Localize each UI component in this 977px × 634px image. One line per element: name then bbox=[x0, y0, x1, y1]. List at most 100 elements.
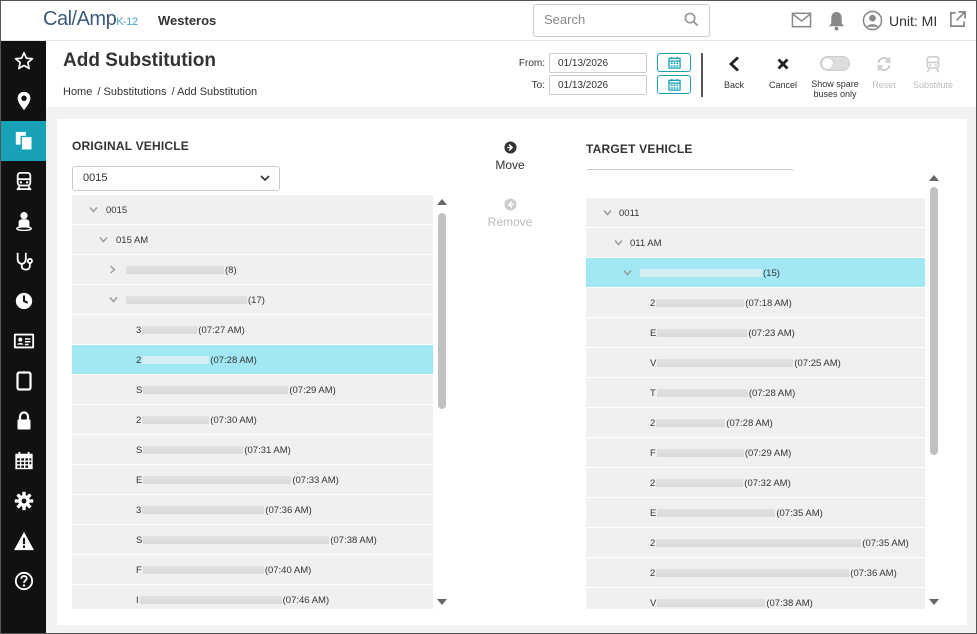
scroll-up-arrow-icon[interactable] bbox=[437, 199, 447, 205]
sidebar-item-health[interactable] bbox=[1, 241, 46, 281]
tree-node-stop-label: 2 (07:30 AM) bbox=[136, 415, 257, 426]
scroll-down-arrow-icon[interactable] bbox=[437, 599, 447, 605]
search-input[interactable] bbox=[544, 12, 684, 27]
to-calendar-button[interactable] bbox=[657, 75, 691, 94]
external-link-icon[interactable] bbox=[948, 10, 967, 32]
sidebar-item-alerts[interactable] bbox=[1, 521, 46, 561]
tree-node-stop[interactable]: 2 (07:32 AM) bbox=[586, 468, 925, 498]
lock-icon bbox=[17, 411, 30, 430]
tree-node-stop[interactable]: S (07:31 AM) bbox=[72, 435, 433, 465]
sidebar-item-favorites[interactable] bbox=[1, 41, 46, 81]
tree-node-stop[interactable]: 2 (07:18 AM) bbox=[586, 288, 925, 318]
tree-node-stop[interactable]: E (07:35 AM) bbox=[586, 498, 925, 528]
search-icon[interactable] bbox=[684, 12, 699, 30]
tree-node-stop[interactable]: 2 (07:30 AM) bbox=[72, 405, 433, 435]
target-tree-scrollbar[interactable] bbox=[926, 171, 940, 609]
tree-node-route[interactable]: (8) bbox=[72, 255, 433, 285]
tree-node-stop[interactable]: E (07:33 AM) bbox=[72, 465, 433, 495]
chevron-down-icon[interactable] bbox=[614, 238, 623, 249]
tree-node-route[interactable]: (15) bbox=[586, 258, 925, 288]
show-spare-buses-toggle[interactable]: Show spare buses only bbox=[806, 53, 864, 99]
toggle-switch[interactable] bbox=[820, 56, 850, 71]
reset-label: Reset bbox=[872, 80, 896, 90]
calamp-logo[interactable]: Cal/AmpK-12 bbox=[43, 8, 138, 31]
tree-node-stop[interactable]: T (07:28 AM) bbox=[586, 378, 925, 408]
back-button[interactable]: Back bbox=[716, 53, 752, 90]
scroll-up-arrow-icon[interactable] bbox=[929, 175, 939, 181]
redacted-text bbox=[142, 356, 210, 365]
logo-suffix: K-12 bbox=[116, 16, 138, 28]
sidebar-item-map[interactable] bbox=[1, 81, 46, 121]
tree-node-stop[interactable]: 3 (07:27 AM) bbox=[72, 315, 433, 345]
original-vehicle-tree: 0015 015 AM (8) (17) 3 (07:27 AM) 2 (07:28 AM) S… bbox=[72, 195, 448, 609]
tree-node-stop-text: (07:28 AM) bbox=[748, 388, 796, 399]
tree-node-stop[interactable]: S (07:38 AM) bbox=[72, 525, 433, 555]
tree-node-stop[interactable]: F (07:40 AM) bbox=[72, 555, 433, 585]
to-date-input[interactable] bbox=[549, 75, 647, 95]
breadcrumb-home[interactable]: Home bbox=[63, 86, 93, 98]
sidebar-item-vehicles[interactable] bbox=[1, 161, 46, 201]
sidebar-item-security[interactable] bbox=[1, 401, 46, 441]
original-vehicle-select[interactable]: 0015 bbox=[72, 166, 280, 191]
chevron-down-icon bbox=[260, 173, 270, 185]
tree-node-stop[interactable]: 2 (07:36 AM) bbox=[586, 558, 925, 588]
tree-node-stop-text: (07:23 AM) bbox=[748, 328, 795, 339]
move-button[interactable]: Move bbox=[482, 141, 538, 172]
unit-label[interactable]: Unit: MI bbox=[889, 13, 938, 29]
tree-node-stop[interactable]: 3 (07:36 AM) bbox=[72, 495, 433, 525]
chevron-down-icon[interactable] bbox=[109, 295, 118, 306]
tree-node-stop-text: (07:38 AM) bbox=[766, 598, 813, 609]
tree-node-stop[interactable]: V (07:25 AM) bbox=[586, 348, 925, 378]
from-date-input[interactable] bbox=[549, 53, 647, 73]
sidebar-item-devices[interactable] bbox=[1, 361, 46, 401]
sidebar-item-substitutions[interactable] bbox=[1, 121, 46, 161]
substitute-button[interactable]: Substitute bbox=[910, 53, 956, 90]
sidebar-item-calendar[interactable] bbox=[1, 441, 46, 481]
scrollbar-thumb[interactable] bbox=[930, 187, 938, 455]
tree-node-run[interactable]: 015 AM bbox=[72, 225, 433, 255]
tree-node-stop[interactable]: 2 (07:28 AM) bbox=[586, 408, 925, 438]
page-header: Add Substitution Home / Substitutions / … bbox=[46, 41, 976, 107]
sidebar-item-settings[interactable] bbox=[1, 481, 46, 521]
chevron-right-icon[interactable] bbox=[109, 265, 116, 277]
tree-node-stop[interactable]: E (07:23 AM) bbox=[586, 318, 925, 348]
sidebar-item-ids[interactable] bbox=[1, 321, 46, 361]
bell-icon[interactable] bbox=[827, 10, 846, 34]
tree-node-stop-text: (07:29 AM) bbox=[289, 385, 336, 396]
original-tree-scrollbar[interactable] bbox=[434, 195, 448, 609]
user-avatar-icon[interactable] bbox=[862, 10, 883, 34]
sidebar-item-help[interactable] bbox=[1, 561, 46, 601]
scroll-down-arrow-icon[interactable] bbox=[929, 599, 939, 605]
tree-node-stop-label: E (07:35 AM) bbox=[650, 508, 823, 519]
close-icon bbox=[777, 58, 789, 70]
tree-node-stop-label: F (07:29 AM) bbox=[650, 448, 791, 459]
sidebar-item-students[interactable] bbox=[1, 201, 46, 241]
chevron-down-icon[interactable] bbox=[623, 268, 632, 279]
breadcrumb-substitutions[interactable]: / Substitutions bbox=[97, 86, 167, 98]
tree-node-stop[interactable]: S (07:29 AM) bbox=[72, 375, 433, 405]
tree-node-stop[interactable]: F (07:29 AM) bbox=[586, 438, 925, 468]
tree-node-stop[interactable]: V (07:38 AM) bbox=[586, 588, 925, 609]
remove-button[interactable]: Remove bbox=[482, 198, 538, 229]
chevron-down-icon[interactable] bbox=[99, 235, 108, 246]
chevron-down-icon[interactable] bbox=[603, 208, 612, 219]
sidebar-item-history[interactable] bbox=[1, 281, 46, 321]
mail-icon[interactable] bbox=[791, 10, 812, 33]
reset-button[interactable]: Reset bbox=[868, 53, 900, 90]
scrollbar-thumb[interactable] bbox=[438, 213, 446, 409]
redacted-text bbox=[656, 479, 744, 488]
chevron-down-icon[interactable] bbox=[89, 205, 98, 216]
stop-name-prefix: 3 bbox=[136, 325, 142, 336]
tree-node-stop[interactable]: 2 (07:28 AM) bbox=[72, 345, 433, 375]
tree-node-run[interactable]: 011 AM bbox=[586, 228, 925, 258]
cancel-button[interactable]: Cancel bbox=[765, 53, 801, 90]
stop-name-prefix: I bbox=[136, 595, 139, 606]
tree-node-vehicle[interactable]: 0015 bbox=[72, 195, 433, 225]
redacted-text bbox=[143, 446, 244, 455]
tree-node-stop[interactable]: I (07:46 AM) bbox=[72, 585, 433, 609]
tree-node-stop[interactable]: 2 (07:35 AM) bbox=[586, 528, 925, 558]
from-calendar-button[interactable] bbox=[657, 53, 691, 72]
tree-node-vehicle[interactable]: 0011 bbox=[586, 198, 925, 228]
search-box[interactable] bbox=[533, 4, 710, 37]
tree-node-route[interactable]: (17) bbox=[72, 285, 433, 315]
